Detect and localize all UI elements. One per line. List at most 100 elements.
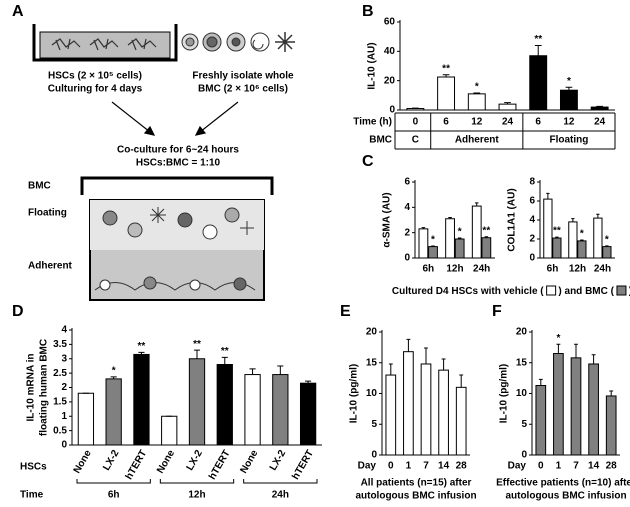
y-axis-label: IL-10 (pg/ml) bbox=[349, 364, 360, 423]
x-tick-label: None bbox=[72, 448, 94, 476]
significance: ** bbox=[193, 339, 201, 350]
x-tick-label: 6 bbox=[535, 117, 541, 128]
error-bar bbox=[406, 338, 411, 352]
x-tick-label: LX-2 bbox=[185, 448, 206, 473]
diagram-text: Freshly isolate whole bbox=[192, 71, 294, 82]
y-axis-label: α-SMA (AU) bbox=[382, 192, 393, 247]
bar bbox=[437, 76, 456, 111]
y-tick-label: 2 bbox=[61, 382, 67, 393]
y-tick-label: 0 bbox=[61, 440, 67, 451]
diagram-text: BMC (2 × 10⁶ cells) bbox=[198, 84, 288, 95]
bar bbox=[543, 198, 553, 259]
y-tick-label: 6 bbox=[529, 196, 535, 207]
diagram-text: Adherent bbox=[28, 261, 73, 272]
error-bar bbox=[596, 105, 604, 108]
bar bbox=[553, 353, 564, 456]
x-tick-label: 0 bbox=[388, 461, 394, 472]
y-tick-label: 40 bbox=[384, 46, 396, 57]
x-tick-label: 7 bbox=[573, 461, 579, 472]
bar bbox=[498, 103, 517, 111]
group-label: 12h bbox=[188, 490, 205, 501]
bar bbox=[438, 369, 449, 456]
error-bar bbox=[574, 343, 578, 358]
error-bar bbox=[457, 237, 462, 239]
error-bar bbox=[249, 368, 256, 375]
error-bar bbox=[305, 380, 312, 384]
error-bar bbox=[605, 245, 609, 247]
y-tick-label: 2 bbox=[529, 234, 535, 245]
y-tick-label: 20 bbox=[384, 75, 396, 86]
row-label: Time (h) bbox=[353, 117, 392, 128]
bar bbox=[559, 89, 578, 111]
error-bar bbox=[110, 376, 117, 379]
x-tick-label: 12 bbox=[471, 117, 483, 128]
bar bbox=[403, 351, 414, 456]
error-bar bbox=[571, 218, 575, 222]
bmc-cells bbox=[181, 32, 295, 52]
y-tick-label: 2.5 bbox=[53, 368, 67, 379]
bar bbox=[105, 378, 122, 446]
diagram-text: HSCs:BMC = 1:10 bbox=[136, 158, 221, 169]
bar bbox=[535, 385, 547, 456]
y-tick-label: 5 bbox=[521, 419, 527, 430]
bar bbox=[385, 374, 397, 456]
x-tick-label: 24 bbox=[502, 117, 514, 128]
error-bar bbox=[596, 213, 600, 219]
legend-swatch bbox=[616, 285, 627, 296]
significance: * bbox=[556, 333, 560, 344]
error-bar bbox=[277, 365, 284, 375]
y-tick-label: 0 bbox=[371, 450, 377, 461]
diagram-text: BMC bbox=[28, 181, 51, 192]
diagram-text: Culturing for 4 days bbox=[48, 84, 143, 95]
x-tick-label: 0 bbox=[413, 117, 419, 128]
panel-letter: E bbox=[340, 303, 351, 320]
x-tick-label: 6h bbox=[547, 264, 559, 275]
error-bar bbox=[431, 245, 435, 247]
error-bar bbox=[421, 227, 426, 229]
panel-letter: A bbox=[12, 3, 24, 20]
x-tick-label: 28 bbox=[606, 461, 618, 472]
x-tick-label: hTERT bbox=[290, 448, 316, 481]
error-bar bbox=[424, 347, 428, 364]
bar bbox=[467, 93, 486, 111]
error-bar bbox=[556, 343, 561, 354]
x-tick-label: LX-2 bbox=[101, 448, 122, 473]
error-bar bbox=[221, 356, 228, 365]
group-bracket bbox=[76, 479, 151, 484]
bar bbox=[577, 240, 587, 259]
bar bbox=[568, 221, 578, 259]
x-tick-label: 6 bbox=[443, 117, 449, 128]
significance: ** bbox=[221, 346, 229, 357]
significance: * bbox=[567, 76, 571, 87]
y-tick-label: 15 bbox=[366, 357, 378, 368]
error-bar bbox=[193, 349, 201, 359]
error-bar bbox=[442, 74, 450, 77]
error-bar bbox=[609, 390, 614, 396]
y-tick-label: 1.5 bbox=[53, 397, 67, 408]
bar bbox=[481, 237, 492, 259]
caption: autologous BMC infusion bbox=[355, 491, 476, 502]
bar bbox=[77, 392, 95, 446]
x-tick-label: 6h bbox=[422, 264, 434, 275]
caption-text: ) and BMC ( bbox=[558, 286, 614, 297]
error-bar bbox=[474, 202, 479, 207]
error-bar bbox=[565, 86, 573, 91]
y-tick-label: 6 bbox=[404, 177, 410, 188]
group-label: 6h bbox=[108, 490, 120, 501]
x-axis-label: Day bbox=[508, 461, 527, 472]
y-axis-label: floating human BMC bbox=[39, 339, 50, 436]
caption-text: Cultured D4 HSCs with vehicle ( bbox=[392, 286, 544, 297]
y-tick-label: 4 bbox=[529, 215, 535, 226]
x-tick-label: 24h bbox=[473, 264, 490, 275]
error-bar bbox=[546, 192, 550, 200]
x-tick-label: None bbox=[155, 448, 177, 476]
bar bbox=[428, 246, 438, 259]
x-tick-label: 12h bbox=[569, 264, 586, 275]
arrows bbox=[111, 101, 239, 136]
error-bar bbox=[388, 363, 393, 376]
y-tick-label: 1 bbox=[61, 411, 67, 422]
x-tick-label: None bbox=[238, 448, 260, 476]
panel-letter: B bbox=[362, 3, 374, 20]
bar bbox=[605, 395, 617, 456]
y-axis-label: IL-10 (AU) bbox=[367, 42, 378, 89]
